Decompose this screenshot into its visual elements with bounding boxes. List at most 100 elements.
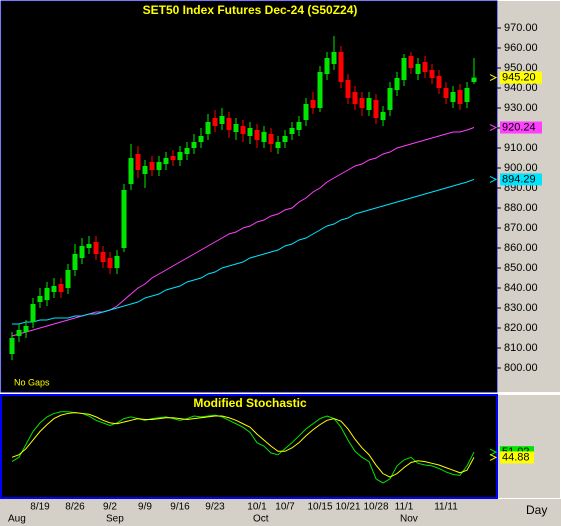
x-tick-label: 9/23 <box>205 502 225 513</box>
stochastic-arrow <box>489 448 498 456</box>
candle-body <box>422 62 428 72</box>
candle-body <box>317 72 323 108</box>
y-tick-label: 830.00 <box>504 302 538 314</box>
candle-body <box>310 100 316 108</box>
candle-body <box>296 122 302 130</box>
stochastic-last-label: 44.88 <box>502 451 530 463</box>
candle-body <box>163 158 169 164</box>
x-tick-label: 9/16 <box>170 502 190 513</box>
candle-body <box>282 136 288 142</box>
candle-body <box>135 154 141 170</box>
candle-body <box>30 304 36 322</box>
stochastic-label-box <box>500 451 534 464</box>
stochastic-panel <box>0 394 498 499</box>
price-axis-area <box>498 1 560 392</box>
y-tick-label: 810.00 <box>504 342 538 354</box>
candle-body <box>387 88 393 110</box>
candle-body <box>79 246 85 258</box>
x-tick-label: 8/26 <box>65 502 85 513</box>
candle-body <box>450 92 456 102</box>
candle-body <box>345 80 351 98</box>
ma-last-label: 920.24 <box>502 121 536 133</box>
candle-body <box>226 118 232 130</box>
candle-body <box>51 286 57 292</box>
month-label: Nov <box>400 514 418 525</box>
ma-last-label-box <box>500 121 542 134</box>
y-tick-label: 880.00 <box>504 202 538 214</box>
candle-body <box>289 128 295 134</box>
candle-body <box>415 64 421 74</box>
y-tick-label: 960.00 <box>504 42 538 54</box>
ma-last-label-arrow <box>489 124 498 131</box>
candle-body <box>16 330 22 336</box>
candle-body <box>86 244 92 248</box>
candle-body <box>65 270 71 288</box>
chart-title: SET50 Index Futures Dec-24 (S50Z24) <box>143 3 358 17</box>
candle-body <box>380 112 386 120</box>
candle-body <box>9 338 15 354</box>
x-axis-label: Day <box>526 503 547 517</box>
candle-body <box>156 162 162 170</box>
candle-body <box>366 98 372 110</box>
date-axis-area <box>0 499 561 526</box>
y-tick-label: 940.00 <box>504 82 538 94</box>
candle-body <box>275 142 281 148</box>
candle-body <box>212 118 218 126</box>
candle-body <box>23 326 29 332</box>
y-tick-label: 970.00 <box>504 22 538 34</box>
candle-body <box>436 76 442 88</box>
y-tick-label: 820.00 <box>504 322 538 334</box>
candle-body <box>219 116 225 124</box>
last-price-label: 945.20 <box>502 72 536 84</box>
x-tick-label: 10/1 <box>247 502 267 513</box>
candle-body <box>303 104 309 120</box>
stochastic-line <box>11 412 475 478</box>
candle-body <box>338 52 344 82</box>
candle-body <box>93 242 99 254</box>
ma-last-label-box <box>500 173 542 186</box>
last-price-label-box <box>500 71 542 84</box>
candle-body <box>44 288 50 300</box>
candle-body <box>128 158 134 184</box>
y-tick-label: 850.00 <box>504 262 538 274</box>
candle-body <box>100 252 106 262</box>
candle-body <box>58 284 64 292</box>
moving-average <box>12 178 475 325</box>
candle-body <box>247 128 253 136</box>
stochastic-line <box>11 411 475 484</box>
candle-body <box>443 88 449 98</box>
stochastic-arrow <box>489 453 498 461</box>
candle-body <box>268 134 274 144</box>
y-tick-label: 900.00 <box>504 162 538 174</box>
candle-body <box>170 156 176 160</box>
x-tick-label: 9/9 <box>138 502 152 513</box>
candle-body <box>373 100 379 118</box>
candle-body <box>240 126 246 134</box>
price-panel <box>0 0 498 393</box>
ma-last-label: 894.29 <box>502 173 536 185</box>
x-tick-label: 10/7 <box>275 502 295 513</box>
candle-body <box>107 258 113 268</box>
y-tick-label: 870.00 <box>504 222 538 234</box>
candle-body <box>254 130 260 140</box>
candle-body <box>149 162 155 170</box>
candle-body <box>359 98 365 108</box>
candle-body <box>184 148 190 154</box>
candle-body <box>401 58 407 80</box>
y-tick-label: 910.00 <box>504 142 538 154</box>
x-tick-label: 11/11 <box>434 502 458 513</box>
candle-body <box>324 58 330 74</box>
candle-body <box>331 52 337 64</box>
candle-body <box>198 136 204 142</box>
candle-body <box>177 152 183 160</box>
candle-body <box>464 88 470 102</box>
x-tick-label: 8/19 <box>30 502 50 513</box>
annotation: No Gaps <box>14 377 50 387</box>
last-price-label-arrow <box>489 74 498 82</box>
month-label: Aug <box>8 514 26 525</box>
candle-body <box>457 90 463 104</box>
y-tick-label: 840.00 <box>504 282 538 294</box>
candle-body <box>191 142 197 148</box>
x-tick-label: 11/1 <box>395 502 414 513</box>
